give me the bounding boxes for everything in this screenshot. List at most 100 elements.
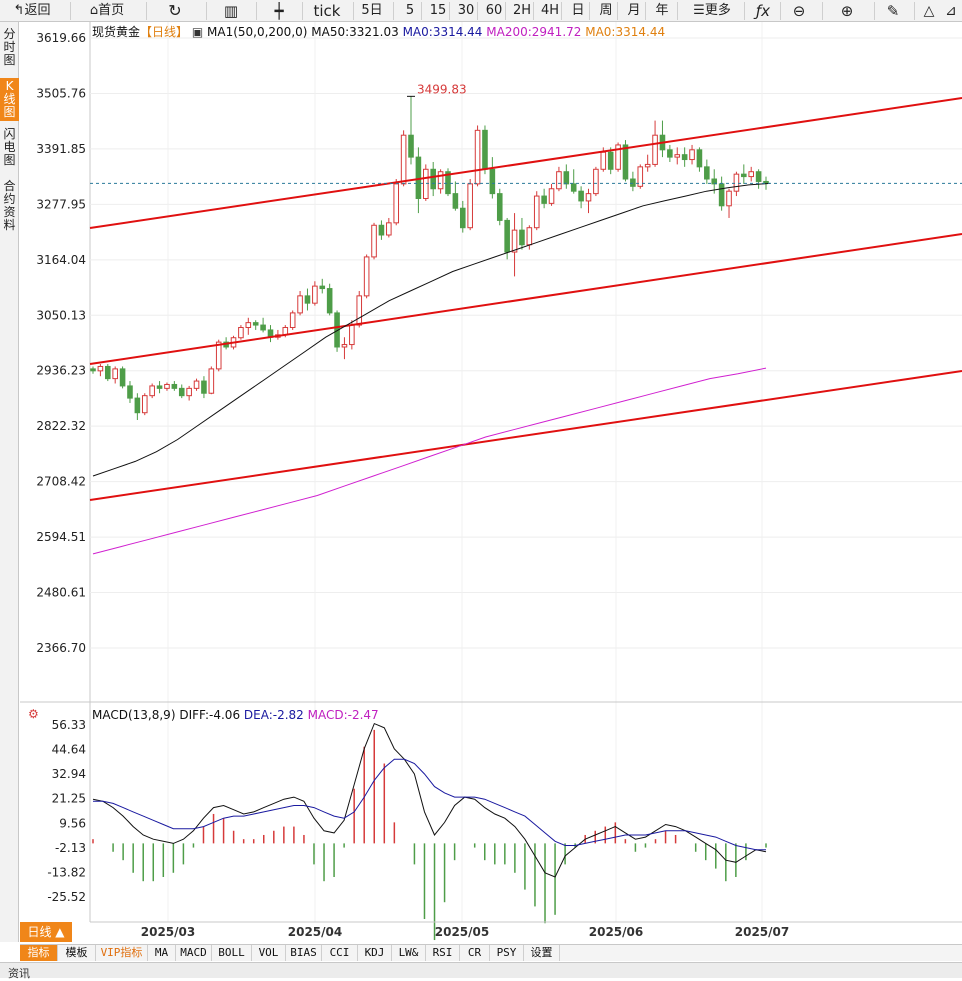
- date-label: 2025/04: [288, 925, 342, 939]
- macd-legend: MACD(13,8,9) DIFF:-4.06 DEA:-2.82 MACD:-…: [92, 708, 379, 722]
- indicator-tab[interactable]: VOL: [252, 945, 286, 961]
- candle-body: [637, 166, 644, 187]
- indicator-tab[interactable]: VIP指标: [96, 945, 148, 961]
- candle-body: [186, 387, 192, 397]
- footer-news-tab[interactable]: 资讯: [8, 967, 30, 980]
- candle-body: [289, 312, 296, 329]
- divider: [780, 2, 781, 20]
- indicator-tab[interactable]: MACD: [176, 945, 212, 961]
- legend-item: DEA:-2.82: [240, 708, 304, 722]
- candle-body: [297, 295, 303, 314]
- indicator-tab[interactable]: 指标: [20, 945, 58, 961]
- date-label: 2025/07: [735, 925, 789, 939]
- indicator-tab[interactable]: LW&: [392, 945, 426, 961]
- candle-body: [622, 144, 629, 180]
- legend-item: 现货黄金: [92, 24, 140, 39]
- tick-button[interactable]: tick: [313, 2, 341, 20]
- macd-tick-label: -13.82: [47, 865, 86, 879]
- zoom-in-icon[interactable]: ⊕: [840, 2, 854, 20]
- candle-body: [519, 229, 525, 246]
- shape-icon[interactable]: ⊿: [945, 3, 957, 19]
- candle-body: [127, 385, 133, 399]
- period-button[interactable]: 周: [599, 3, 613, 18]
- candle-body: [511, 229, 518, 253]
- period-button[interactable]: 5: [405, 3, 415, 18]
- bar-chart-icon[interactable]: ▥: [223, 2, 239, 20]
- home-button[interactable]: ⌂首页: [89, 3, 125, 18]
- price-tick-label: 2594.51: [36, 530, 86, 544]
- indicator-tab[interactable]: KDJ: [358, 945, 392, 961]
- candle-body: [467, 183, 473, 229]
- triangle-icon[interactable]: △: [923, 3, 935, 19]
- candle-body: [652, 134, 658, 165]
- refresh-icon[interactable]: ↻: [168, 1, 182, 20]
- candle-body: [149, 385, 155, 397]
- candle-body: [104, 365, 111, 380]
- divider: [914, 2, 915, 20]
- candle-body: [570, 183, 577, 192]
- ma50-line: [92, 182, 771, 477]
- dea-line: [93, 758, 766, 851]
- price-tick-label: 3391.85: [36, 142, 86, 156]
- legend-item: MA0:3314.44: [581, 25, 665, 39]
- indicator-tab[interactable]: MA: [148, 945, 176, 961]
- price-tick-label: 3505.76: [36, 86, 86, 100]
- period-button[interactable]: 年: [655, 3, 669, 18]
- kline-chart[interactable]: 3619.66 3505.76 3391.85 3277.95 3164.04 3050.…: [20, 22, 962, 944]
- period-button[interactable]: 日: [571, 3, 585, 18]
- divider: [561, 2, 562, 20]
- candle-body: [238, 327, 244, 339]
- candle-body: [482, 129, 488, 170]
- draw-icon[interactable]: ✎: [886, 2, 900, 20]
- zoom-out-icon[interactable]: ⊖: [792, 2, 806, 20]
- candle-body: [363, 256, 370, 297]
- candle-body: [474, 129, 481, 185]
- candle-body: [141, 395, 148, 414]
- candle-body: [201, 380, 207, 394]
- legend-item: MA200:2941.72: [482, 25, 581, 39]
- sidebar-tab[interactable]: 分时图: [3, 27, 16, 67]
- candle-body: [326, 288, 333, 314]
- diff-line: [92, 722, 767, 878]
- back-button[interactable]: ↰返回: [13, 3, 51, 18]
- period-button[interactable]: 2H: [512, 3, 532, 18]
- indicator-tab[interactable]: BOLL: [212, 945, 252, 961]
- candle-body: [349, 324, 355, 346]
- trend-line[interactable]: [89, 97, 962, 229]
- period-button[interactable]: 30: [457, 3, 475, 18]
- sidebar-tab[interactable]: 合约资料: [3, 179, 16, 232]
- macd-tick-label: 21.25: [52, 792, 86, 806]
- candle-body: [252, 322, 259, 326]
- divider: [421, 2, 422, 20]
- indicator-tab[interactable]: 设置: [524, 945, 560, 961]
- macd-settings-icon[interactable]: ⚙: [28, 707, 39, 721]
- formula-icon[interactable]: ƒx: [755, 2, 771, 20]
- candle-body: [459, 207, 466, 229]
- indicator-tab[interactable]: PSY: [490, 945, 524, 961]
- period-button[interactable]: 5日: [361, 3, 383, 18]
- indicator-tab[interactable]: CCI: [322, 945, 358, 961]
- candle-body: [171, 383, 178, 389]
- candle-body: [533, 195, 540, 229]
- trend-line[interactable]: [89, 233, 962, 365]
- trend-line[interactable]: [89, 370, 962, 501]
- period-button[interactable]: 15: [429, 3, 447, 18]
- period-button[interactable]: 月: [627, 3, 641, 18]
- candle-body: [556, 171, 562, 190]
- candle-body: [260, 324, 266, 331]
- period-button[interactable]: 4H: [540, 3, 560, 18]
- divider: [256, 2, 257, 20]
- sidebar-tab[interactable]: 闪电图: [3, 127, 16, 167]
- indicator-tab[interactable]: CR: [460, 945, 490, 961]
- macd-tick-label: 44.64: [52, 743, 86, 757]
- indicator-tab[interactable]: BIAS: [286, 945, 322, 961]
- more-button[interactable]: ☰更多: [693, 3, 731, 18]
- candle-icon[interactable]: ┿: [274, 2, 284, 20]
- indicator-tab[interactable]: 模板: [58, 945, 96, 961]
- period-indicator[interactable]: 日线 ▲: [20, 922, 72, 942]
- toolbar: ↰返回 ⌂首页 ↻ ▥ ┿ tick 5日 5 15 30 60 2H 4H 日周月年 ☰更多 ƒx ⊖ ⊕ ✎ △ ⊿: [0, 0, 962, 22]
- period-button[interactable]: 60: [485, 3, 503, 18]
- candle-body: [393, 183, 400, 224]
- indicator-tab[interactable]: RSI: [426, 945, 460, 961]
